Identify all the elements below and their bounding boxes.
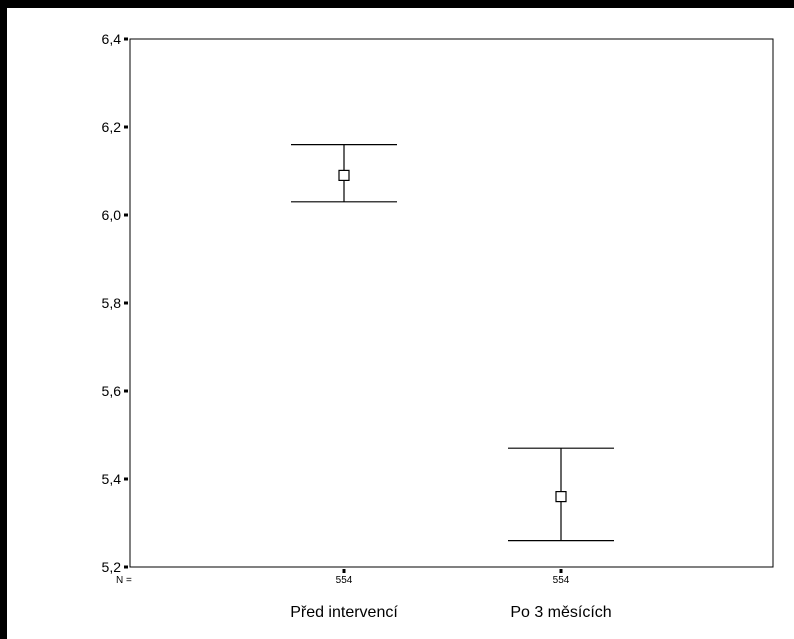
x-category-label: Před intervencí [290, 604, 398, 621]
y-tick-label: 6,0 [102, 207, 122, 223]
x-tick-mark [559, 569, 563, 573]
mean-marker [555, 491, 567, 503]
n-value: 554 [336, 575, 353, 586]
error-bars [291, 144, 614, 542]
y-tick-mark [124, 301, 128, 305]
y-tick-label: 5,2 [102, 559, 122, 575]
y-tick-mark [124, 565, 128, 569]
y-tick-mark [124, 389, 128, 393]
y-tick-label: 5,4 [102, 471, 122, 487]
y-tick-mark [124, 37, 128, 41]
y-tick-label: 5,8 [102, 295, 122, 311]
plot-area [129, 38, 774, 568]
y-tick-label: 5,6 [102, 383, 122, 399]
n-label: N = [116, 575, 132, 586]
y-tick-label: 6,4 [102, 31, 122, 47]
y-tick-mark [124, 213, 128, 217]
y-tick-mark [124, 125, 128, 129]
x-axis: N = 554 Před intervencí 554 Po 3 měsících [116, 569, 612, 621]
y-tick-mark [124, 477, 128, 481]
x-category-label: Po 3 měsících [510, 604, 611, 621]
y-axis: 6,4 6,2 6,0 5,8 5,6 5,4 5,2 [102, 31, 128, 575]
x-tick-mark [342, 569, 346, 573]
y-tick-label: 6,2 [102, 119, 122, 135]
n-value: 554 [553, 575, 570, 586]
mean-marker [338, 169, 350, 181]
